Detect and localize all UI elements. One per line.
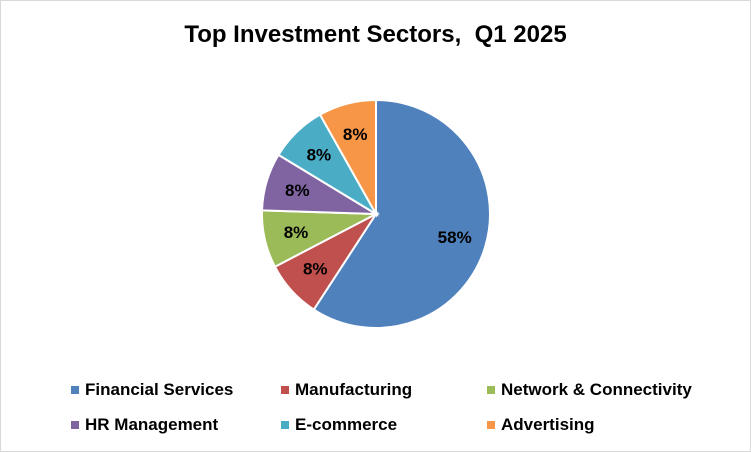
legend-swatch	[71, 421, 79, 429]
data-label-financial-services: 58%	[438, 228, 472, 247]
legend-swatch	[281, 421, 289, 429]
legend-item-network-connectivity: Network & Connectivity	[487, 380, 692, 400]
legend-item-hr-management: HR Management	[71, 415, 218, 435]
pie-slice-financial-services	[312, 98, 491, 329]
legend-swatch	[71, 386, 79, 394]
legend-swatch	[281, 386, 289, 394]
pie-slices	[261, 98, 491, 329]
legend-label: HR Management	[85, 415, 219, 434]
legend-item-e-commerce: E-commerce	[281, 415, 397, 435]
legend-item-advertising: Advertising	[487, 415, 595, 435]
legend-label: Advertising	[501, 415, 595, 434]
legend-label: Manufacturing	[295, 380, 413, 399]
data-label-manufacturing: 8%	[303, 260, 328, 279]
chart-title: Top Investment Sectors, Q1 2025	[184, 21, 567, 48]
data-label-hr-management: 8%	[285, 181, 310, 200]
legend-label: Network & Connectivity	[501, 380, 692, 399]
legend-label: Financial Services	[85, 380, 234, 399]
legend-label: E-commerce	[295, 415, 398, 434]
data-label-network-connectivity: 8%	[284, 223, 309, 242]
legend-swatch	[487, 421, 495, 429]
data-label-e-commerce: 8%	[307, 146, 332, 165]
legend-swatch	[487, 386, 495, 394]
pie-slice-advertising	[318, 98, 377, 218]
legend-item-financial-services: Financial Services	[71, 380, 233, 400]
data-label-advertising: 8%	[343, 125, 368, 144]
pie-labels: 58% 8% 8% 8% 8% 8%	[284, 125, 472, 279]
legend-item-manufacturing: Manufacturing	[281, 380, 412, 400]
